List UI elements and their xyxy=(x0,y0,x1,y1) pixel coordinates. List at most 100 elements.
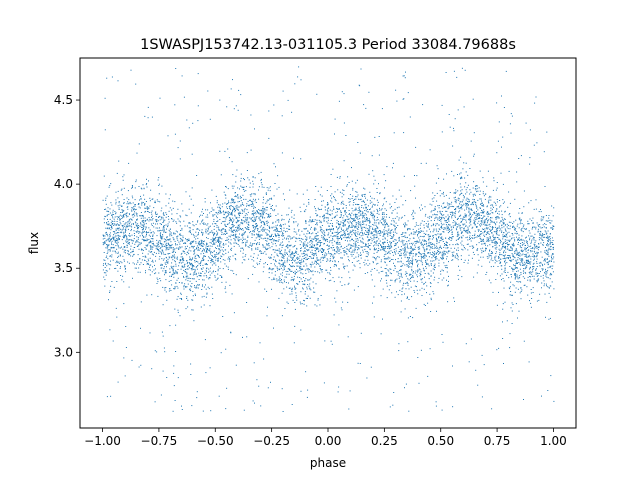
data-point xyxy=(300,278,302,280)
data-point xyxy=(400,275,402,277)
data-point xyxy=(529,239,530,241)
data-point xyxy=(337,229,339,231)
data-point xyxy=(383,198,385,200)
data-point xyxy=(504,219,506,220)
data-point xyxy=(152,218,154,220)
data-point xyxy=(235,253,237,255)
data-point xyxy=(107,210,109,212)
data-point xyxy=(284,249,286,251)
data-point xyxy=(278,259,280,261)
data-point xyxy=(195,287,197,289)
data-point xyxy=(428,217,430,219)
data-point xyxy=(404,282,406,284)
data-point xyxy=(131,187,133,189)
data-point xyxy=(413,271,414,273)
data-point xyxy=(480,198,482,200)
data-point xyxy=(247,237,249,238)
data-point xyxy=(331,228,333,230)
data-point xyxy=(189,229,191,231)
data-point xyxy=(317,235,319,237)
data-point xyxy=(510,307,512,309)
data-point xyxy=(464,216,465,218)
data-point xyxy=(371,231,373,233)
data-point xyxy=(519,263,521,265)
data-point xyxy=(251,248,253,250)
data-point xyxy=(520,229,522,231)
data-point xyxy=(467,201,469,202)
data-point xyxy=(472,201,474,203)
data-point xyxy=(229,212,230,214)
data-point xyxy=(492,227,494,229)
data-point xyxy=(418,248,420,250)
data-point xyxy=(110,264,112,266)
data-point xyxy=(190,273,192,275)
data-point xyxy=(315,247,317,249)
data-point xyxy=(136,219,138,221)
data-point xyxy=(219,245,221,247)
data-point xyxy=(546,272,548,274)
data-point xyxy=(375,242,377,244)
data-point xyxy=(160,234,161,236)
data-point xyxy=(320,257,322,259)
data-point xyxy=(365,234,367,235)
data-point xyxy=(374,204,376,206)
data-point xyxy=(246,152,248,154)
data-point xyxy=(190,285,192,287)
data-point xyxy=(133,233,135,234)
data-point xyxy=(122,236,124,238)
data-point xyxy=(340,216,342,218)
data-point xyxy=(271,241,273,243)
data-point xyxy=(289,264,290,266)
data-point xyxy=(171,213,173,215)
data-point xyxy=(371,238,373,240)
data-point xyxy=(381,208,383,210)
data-point xyxy=(486,232,488,234)
data-point xyxy=(365,246,367,247)
data-point xyxy=(118,255,120,257)
data-point xyxy=(120,232,122,234)
data-point xyxy=(122,227,124,229)
data-point xyxy=(468,201,470,203)
data-point xyxy=(156,351,158,353)
data-point xyxy=(404,246,406,248)
data-point xyxy=(249,194,251,196)
data-point xyxy=(381,219,383,220)
data-point xyxy=(212,243,214,245)
data-point xyxy=(199,223,201,225)
data-point xyxy=(447,226,449,228)
data-point xyxy=(303,260,304,262)
data-point xyxy=(520,272,522,273)
data-point xyxy=(318,259,320,261)
data-point xyxy=(499,252,501,254)
data-point xyxy=(198,274,200,276)
data-point xyxy=(206,248,208,249)
data-point xyxy=(323,236,324,238)
data-point xyxy=(408,410,410,412)
data-point xyxy=(141,204,143,206)
data-point xyxy=(125,271,127,273)
data-point xyxy=(123,214,124,216)
data-point xyxy=(172,270,174,272)
data-point xyxy=(293,255,295,256)
data-point xyxy=(334,249,335,251)
data-point xyxy=(496,349,498,351)
data-point xyxy=(306,265,308,267)
data-point xyxy=(339,191,341,193)
data-point xyxy=(540,271,541,273)
data-point xyxy=(199,284,200,286)
data-point xyxy=(429,282,431,284)
data-point xyxy=(306,268,308,270)
data-point xyxy=(363,223,365,225)
data-point xyxy=(300,248,302,249)
data-point xyxy=(524,261,526,263)
data-point xyxy=(117,241,119,243)
data-point xyxy=(440,257,442,259)
data-point xyxy=(355,243,357,245)
data-point xyxy=(122,231,124,233)
data-point xyxy=(399,255,401,257)
data-point xyxy=(444,243,445,244)
data-point xyxy=(314,199,316,200)
data-point xyxy=(147,262,149,264)
data-point xyxy=(429,215,431,217)
data-point xyxy=(482,228,484,230)
